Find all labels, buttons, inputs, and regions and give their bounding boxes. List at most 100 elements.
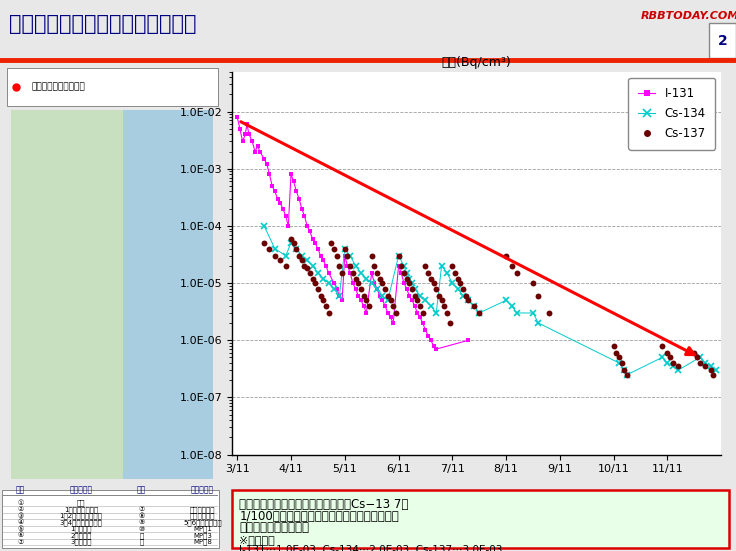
- Text: 3号機山側: 3号機山側: [70, 539, 92, 545]
- Point: [275, 256, 286, 264]
- Point: [449, 268, 461, 277]
- Point: [258, 239, 270, 247]
- Point: [377, 279, 389, 288]
- Text: 西門: 西門: [77, 500, 85, 506]
- Point: [291, 244, 302, 253]
- Point: [417, 309, 428, 317]
- Text: ※告示濃度: ※告示濃度: [239, 534, 275, 544]
- Point: [350, 274, 361, 283]
- Bar: [124, 110, 213, 479]
- Point: [304, 268, 316, 277]
- Text: 番号: 番号: [137, 485, 146, 494]
- Point: [533, 291, 545, 300]
- Text: ④: ④: [17, 520, 24, 526]
- Point: [355, 284, 367, 293]
- Text: 調査地点名: 調査地点名: [69, 485, 93, 494]
- Point: [400, 274, 412, 283]
- Point: [269, 251, 280, 260]
- Text: 3，4号機西側法面上: 3，4号機西側法面上: [60, 519, 102, 526]
- Bar: [7, 68, 218, 106]
- Text: MP－1: MP－1: [193, 526, 212, 532]
- Text: ⑧: ⑧: [138, 513, 145, 519]
- Point: [441, 309, 453, 317]
- Text: RBBTODAY.COM: RBBTODAY.COM: [640, 11, 736, 21]
- Point: [511, 268, 523, 277]
- Point: [387, 301, 399, 310]
- Point: [285, 234, 297, 243]
- Point: [301, 264, 313, 273]
- Point: [447, 262, 459, 271]
- Point: [673, 362, 684, 371]
- Point: [473, 309, 485, 317]
- Point: [342, 251, 353, 260]
- Point: [398, 268, 410, 277]
- Text: ②: ②: [17, 506, 24, 512]
- Text: 1号機山側: 1号機山側: [70, 526, 92, 532]
- Point: [358, 291, 369, 300]
- Point: [608, 342, 620, 350]
- Point: [428, 279, 439, 288]
- Text: ⑦: ⑦: [17, 539, 24, 545]
- Text: 1/100以下まで低下し、告示濃度を十分下回る: 1/100以下まで低下し、告示濃度を十分下回る: [239, 510, 399, 523]
- Point: [288, 239, 300, 247]
- Point: [444, 318, 456, 327]
- Point: [500, 251, 512, 260]
- Text: I-131⋯1.0E-03  Cs-134⋯2.0E-03  Cs-137⋯3.0E-03: I-131⋯1.0E-03 Cs-134⋯2.0E-03 Cs-137⋯3.0E…: [239, 544, 503, 551]
- Text: ⑩: ⑩: [138, 526, 145, 532]
- Point: [299, 262, 311, 271]
- Point: [353, 279, 364, 288]
- Point: [431, 284, 442, 293]
- Point: [366, 251, 378, 260]
- Point: [379, 284, 391, 293]
- Point: [527, 279, 539, 288]
- Point: [390, 309, 402, 317]
- Point: [307, 274, 319, 283]
- Point: [339, 244, 350, 253]
- Point: [439, 301, 450, 310]
- Point: [707, 370, 719, 379]
- Point: [460, 291, 472, 300]
- Point: [369, 262, 381, 271]
- Point: [543, 309, 555, 317]
- Text: 1号機北側法面上: 1号機北側法面上: [64, 506, 98, 513]
- Point: [457, 284, 469, 293]
- Text: 1，2号機西側法面上: 1，2号機西側法面上: [60, 512, 102, 519]
- Point: [621, 370, 633, 379]
- Point: [667, 359, 679, 368]
- Bar: [232, 489, 729, 548]
- Text: ⑫: ⑫: [140, 539, 144, 545]
- Point: [425, 274, 436, 283]
- Point: [616, 359, 628, 368]
- Text: ①: ①: [17, 500, 24, 506]
- Point: [331, 251, 343, 260]
- Text: ⑨: ⑨: [138, 520, 145, 526]
- Point: [296, 256, 308, 264]
- Text: 事故発生時の最大値と比べ、現在、Cs−13 7で: 事故発生時の最大値と比べ、現在、Cs−13 7で: [239, 499, 408, 511]
- Point: [317, 296, 329, 305]
- Point: [665, 353, 676, 362]
- Text: 水処理建屋前: 水処理建屋前: [190, 512, 215, 519]
- Point: [325, 239, 337, 247]
- Point: [363, 301, 375, 310]
- Point: [328, 244, 340, 253]
- Text: 2号機山側: 2号機山側: [70, 532, 92, 539]
- Point: [312, 284, 324, 293]
- Point: [263, 244, 275, 253]
- Point: [688, 349, 700, 358]
- Text: ③: ③: [17, 513, 24, 519]
- Point: [420, 262, 431, 271]
- Point: [293, 251, 305, 260]
- Bar: [2, 489, 219, 548]
- Point: [613, 353, 625, 362]
- Point: [468, 301, 480, 310]
- Text: MP－3: MP－3: [193, 532, 212, 539]
- Text: 調査地点名: 調査地点名: [191, 485, 214, 494]
- Point: [422, 268, 434, 277]
- Point: [406, 284, 418, 293]
- Point: [436, 296, 447, 305]
- Text: ⑤: ⑤: [17, 526, 24, 532]
- Point: [618, 366, 630, 375]
- Point: [704, 366, 716, 375]
- Point: [385, 296, 397, 305]
- Text: ⑥: ⑥: [17, 532, 24, 538]
